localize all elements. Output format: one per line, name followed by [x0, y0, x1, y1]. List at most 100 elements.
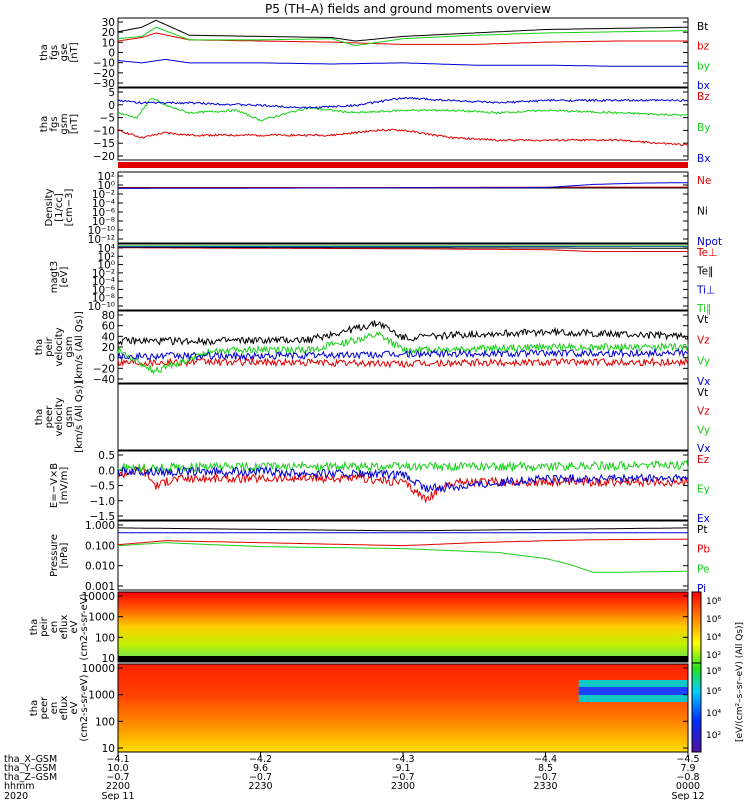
y-axis-label: [km/s (All Qs)] — [74, 311, 85, 383]
figure-title: P5 (TH–A) fields and ground moments over… — [265, 2, 551, 16]
colorbar-tick: 10² — [706, 731, 721, 741]
y-axis-label: peir — [39, 616, 50, 636]
y-axis-label: tha — [39, 116, 50, 132]
x-row-label: tha_Y–GSM — [4, 763, 56, 774]
panel-fgs_gsm: 50−5−10−15−20 tha fgs gsm [nT] Bz By Bx — [39, 87, 710, 165]
legend-bz: Bz — [697, 91, 710, 103]
legend-vy: Vy — [697, 355, 710, 367]
legend-ne: Ne — [697, 175, 711, 187]
y-tick-label: 10⁻¹² — [88, 234, 115, 246]
y-tick-label: −5 — [100, 113, 115, 125]
y-tick-label: −10 — [93, 58, 115, 70]
y-axis-label: tha — [39, 44, 50, 60]
y-axis-label: [nPa] — [59, 542, 70, 568]
colorbar-fill — [691, 591, 702, 753]
series-fgs-bx — [117, 58, 688, 67]
legend-pi: Pi — [697, 583, 706, 595]
x-tick-label: 2330 — [533, 781, 557, 792]
y-tick-label: −15 — [93, 138, 115, 150]
y-tick-label: 10⁴ — [97, 243, 115, 255]
legend-ey: Ey — [697, 484, 710, 496]
y-tick-label: −0.5 — [90, 481, 116, 493]
colorbar-tick: 10⁴ — [706, 709, 721, 719]
colorbar-tick: 10⁸ — [706, 597, 721, 607]
y-axis-label: fgs — [49, 45, 60, 60]
legend-bt: Bt — [697, 21, 708, 33]
legend-te: Te⊥ — [696, 247, 717, 259]
legend-pb: Pb — [697, 544, 710, 556]
legend-vx: Vx — [697, 376, 710, 388]
y-tick-label: 10⁻¹⁰ — [88, 225, 115, 237]
y-tick-label: 30 — [102, 17, 115, 29]
y-tick-label: −20 — [93, 68, 115, 80]
series-temp-te — [118, 246, 688, 249]
y-tick-label: 10² — [97, 171, 115, 183]
y-axis-label: en — [49, 621, 60, 634]
y-axis-label: tha — [34, 339, 45, 355]
legend-by: by — [697, 60, 710, 72]
y-tick-label: 10⁻² — [92, 268, 115, 280]
y-tick-label: 100 — [95, 716, 115, 728]
legend-vt: Vt — [697, 387, 708, 399]
y-axis-label: eV — [69, 701, 80, 714]
panel-efield: 0.5 0.0 −0.5 −1.0 −1.5 E=−V×B [mV/m] Ez Ey Ex — [49, 450, 710, 525]
x-tick-label: −4.2 — [249, 754, 272, 765]
y-tick-label: 20 — [102, 27, 115, 39]
legend-pt: Pt — [697, 524, 707, 536]
colorbar-tick: 10⁸ — [706, 667, 721, 677]
y-axis-label: gse — [59, 44, 70, 62]
x-tick-label: −0.7 — [106, 772, 129, 783]
y-axis-label: peir — [44, 336, 55, 356]
spectrogram-lowband — [118, 656, 688, 662]
legend-ti: Ti‖ — [696, 303, 711, 315]
y-tick-label: 10⁻⁸ — [92, 293, 115, 305]
legend-bx: bx — [697, 80, 710, 92]
y-axis-label: Pressure — [49, 534, 60, 577]
y-tick-label: 1000 — [88, 690, 115, 702]
colorbar-tick: 10⁶ — [706, 615, 721, 625]
legend-pe: Pe — [697, 563, 709, 575]
panel-frame — [117, 591, 689, 663]
legend-ex: Ex — [697, 513, 710, 525]
y-tick-label: −1.5 — [90, 511, 116, 523]
y-axis-label: [nT] — [69, 42, 80, 62]
x-tick-label: −0.7 — [391, 772, 414, 783]
series-fgs-bt — [117, 19, 688, 42]
x-tick-label: 7.9 — [680, 763, 695, 774]
x-tick-label: 2300 — [391, 781, 415, 792]
x-row-label: hhmm — [4, 781, 35, 792]
y-tick-label: 0 — [108, 48, 115, 60]
x-tick-label: −0.7 — [249, 772, 272, 783]
x-row-label: tha_X–GSM — [4, 754, 57, 765]
y-axis-label: (cm2-s-sr-eV) — [79, 593, 90, 660]
y-axis-label: eV — [69, 620, 80, 633]
x-tick-label: 8.5 — [538, 763, 553, 774]
spectrogram-blue-region — [578, 687, 688, 695]
y-tick-label: 20 — [102, 342, 115, 354]
legend-npot: Npot — [697, 236, 722, 248]
y-axis-label: tha — [29, 619, 40, 635]
legend-ez: Ez — [697, 454, 710, 466]
quality-bar — [118, 162, 688, 168]
panel-frame — [117, 450, 689, 521]
y-tick-label: −30 — [93, 78, 115, 90]
y-tick-label: 0 — [108, 100, 115, 112]
y-tick-label: 1.000 — [85, 520, 115, 532]
y-tick-label: 10 — [102, 653, 115, 665]
y-axis-label: peer — [39, 696, 50, 720]
y-axis-label: [km/s (All Qs)] — [74, 381, 85, 453]
x-tick-label: Sep 12 — [671, 791, 704, 800]
y-tick-label: 10000 — [82, 591, 115, 603]
panel-density: 10²10⁰10⁻²10⁻⁴10⁻⁶10⁻⁸10⁻¹⁰10⁻¹²Density[… — [44, 171, 722, 248]
legend-vy: Vy — [697, 424, 710, 436]
y-tick-label: 0.010 — [85, 561, 115, 573]
y-tick-label: 10⁻⁶ — [92, 284, 115, 296]
panel-pressure: 1.000 0.100 0.010 0.001 Pressure [nPa] Pt Pb Pe P… — [49, 520, 710, 595]
x-tick-label: −4.3 — [391, 754, 414, 765]
x-tick-label: Sep 11 — [101, 791, 134, 800]
x-tick-label: 9.1 — [395, 763, 410, 774]
y-axis-label: Density — [44, 188, 55, 226]
x-tick-label: −4.4 — [534, 754, 557, 765]
